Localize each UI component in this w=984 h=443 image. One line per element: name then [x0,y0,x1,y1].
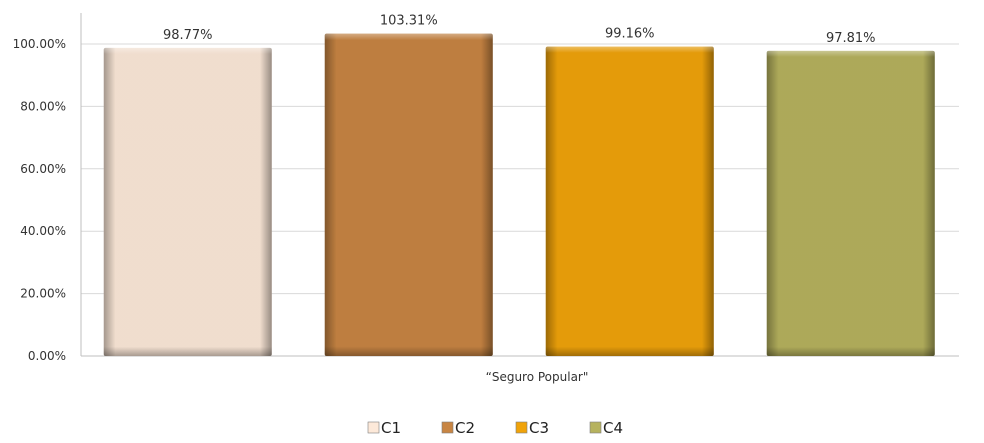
data-label-c1: 98.77% [163,28,213,43]
y-tick-label: 100.00% [13,37,66,51]
data-label-c3: 99.16% [605,27,655,42]
legend-item-c3: C3 [515,419,549,437]
bar-c3 [545,46,714,357]
bar-bevel-v [545,46,714,357]
bar-c2 [324,33,493,357]
legend-item-c2: C2 [441,419,475,437]
y-tick-label: 0.00% [28,349,66,363]
bar-bevel-v [766,50,935,357]
bar-bevel-v [103,47,272,357]
y-tick-label: 80.00% [20,99,66,113]
legend-swatch [515,421,528,434]
data-labels: 98.77% 103.31% 99.16% 97.81% [163,14,876,46]
legend-item-c1: C1 [367,419,401,437]
legend: C1 C2 C3 C4 [367,419,623,437]
bar-c4 [766,50,935,357]
data-label-c4: 97.81% [826,31,876,46]
legend-swatch [589,421,602,434]
bar-bevel-v [324,33,493,357]
bar-c1 [103,47,272,357]
legend-label: C3 [529,419,549,437]
y-tick-label: 20.00% [20,287,66,301]
legend-label: C2 [455,419,475,437]
legend-swatch [367,421,380,434]
y-tick-labels: 0.00% 20.00% 40.00% 60.00% 80.00% 100.00% [13,37,66,363]
legend-item-c4: C4 [589,419,623,437]
legend-label: C1 [381,419,401,437]
y-tick-label: 60.00% [20,162,66,176]
y-tick-label: 40.00% [20,224,66,238]
legend-label: C4 [603,419,623,437]
data-label-c2: 103.31% [380,14,438,29]
legend-swatch [441,421,454,434]
category-label: “Seguro Popular" [486,370,589,384]
bars [103,33,935,357]
